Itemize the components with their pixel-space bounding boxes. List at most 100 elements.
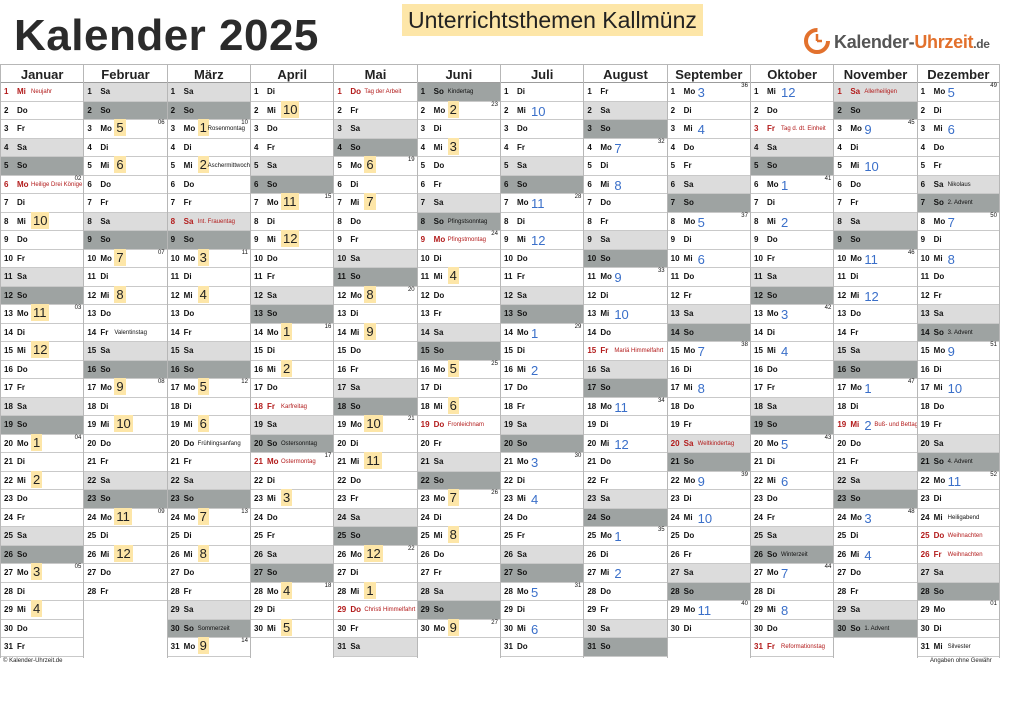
day-cell[interactable]: 5 Mo 6 19 — [334, 156, 417, 176]
day-cell[interactable]: 16 So — [84, 360, 167, 379]
day-cell[interactable]: 9 Sa — [584, 231, 667, 250]
day-cell[interactable]: 6 Sa Nikolaus — [917, 175, 999, 194]
day-cell[interactable]: 14 Di — [751, 324, 834, 342]
day-cell[interactable]: 15 Sa — [84, 342, 167, 361]
site-logo[interactable]: Kalender-Uhrzeit.de — [802, 22, 1002, 62]
day-cell[interactable]: 11 So — [334, 268, 417, 287]
day-cell[interactable]: 7 Di — [751, 194, 834, 213]
day-cell[interactable]: 17 Di — [417, 379, 500, 398]
day-cell[interactable]: 2 So — [84, 101, 167, 120]
day-cell[interactable]: 23 Sa — [584, 490, 667, 509]
day-cell[interactable]: 13 Mi 10 — [584, 305, 667, 324]
day-cell[interactable]: 12 Mi 8 — [84, 285, 167, 305]
day-cell[interactable]: 26 Mi 12 — [84, 544, 167, 564]
day-cell[interactable]: 3 Mo 1 Rosenmontag 10 — [167, 119, 250, 139]
day-cell[interactable]: 18 So — [334, 397, 417, 416]
day-cell[interactable]: 13 Do — [834, 305, 917, 324]
day-cell[interactable]: 3 Sa — [334, 120, 417, 139]
day-cell[interactable]: 22 Sa — [834, 471, 917, 490]
day-cell[interactable]: 14 So — [667, 323, 750, 342]
day-cell[interactable]: 29 Di — [251, 601, 334, 620]
day-cell[interactable]: 7 Sa — [417, 194, 500, 213]
day-cell[interactable]: 20 Do Frühlingsanfang — [167, 435, 250, 453]
day-cell[interactable]: 17 So — [584, 379, 667, 398]
day-cell[interactable]: 1 Mi 12 — [751, 83, 834, 102]
day-cell[interactable]: 12 Di — [584, 287, 667, 305]
day-cell[interactable]: 13 Fr — [417, 305, 500, 324]
day-cell[interactable]: 18 Di — [834, 398, 917, 416]
day-cell[interactable]: 5 Mi 10 — [834, 157, 917, 176]
day-cell[interactable]: 20 So Ostersonntag — [251, 434, 334, 453]
day-cell[interactable]: 29 Sa — [834, 601, 917, 620]
day-cell[interactable]: 28 So — [667, 582, 750, 601]
day-cell[interactable]: 12 So — [1, 286, 84, 305]
day-cell[interactable]: 14 So 3. Advent — [917, 323, 999, 342]
day-cell[interactable]: 15 Sa — [834, 342, 917, 361]
day-cell[interactable]: 29 Fr — [584, 601, 667, 620]
day-cell[interactable]: 17 Mo 1 47 — [834, 379, 917, 398]
day-cell[interactable]: 13 So — [501, 305, 584, 324]
day-cell[interactable]: 8 Mi 2 — [751, 213, 834, 231]
day-cell[interactable]: 26 So — [1, 545, 84, 564]
day-cell[interactable]: 1 Sa Allerheiligen — [834, 83, 917, 102]
day-cell[interactable]: 1 So Kindertag — [417, 83, 500, 102]
day-cell[interactable]: 30 Mo 9 27 — [417, 618, 500, 638]
day-cell[interactable]: 20 Di — [334, 435, 417, 453]
day-cell[interactable]: 9 Mi 12 — [251, 230, 334, 250]
day-cell[interactable]: 11 Di — [167, 268, 250, 287]
day-cell[interactable]: 9 So — [84, 231, 167, 250]
day-cell[interactable]: 4 Mo 7 32 — [584, 139, 667, 157]
day-cell[interactable]: 14 Di — [1, 324, 84, 342]
day-cell[interactable]: 21 Sa — [417, 453, 500, 472]
day-cell[interactable]: 26 Mi 4 — [834, 546, 917, 564]
day-cell[interactable]: 11 Do — [917, 268, 999, 287]
day-cell[interactable]: 4 Di — [84, 139, 167, 157]
day-cell[interactable]: 17 Mo 9 08 — [84, 378, 167, 398]
day-cell[interactable]: 17 Do — [251, 379, 334, 398]
day-cell[interactable]: 28 Mi 1 — [334, 581, 417, 601]
day-cell[interactable]: 20 So — [501, 434, 584, 453]
day-cell[interactable]: 5 Di — [584, 157, 667, 176]
day-cell[interactable]: 6 So — [501, 175, 584, 194]
day-cell[interactable]: 18 Fr — [501, 398, 584, 416]
day-cell[interactable]: 23 Di — [917, 490, 999, 509]
day-cell[interactable]: 25 Do Weihnachten — [917, 527, 999, 546]
day-cell[interactable]: 27 Mi 2 — [584, 564, 667, 583]
day-cell[interactable]: 24 Sa — [334, 508, 417, 527]
day-cell[interactable]: 2 Fr — [334, 102, 417, 120]
day-cell[interactable]: 17 Sa — [334, 379, 417, 398]
day-cell[interactable]: 15 Do — [334, 342, 417, 361]
day-cell[interactable]: 4 Sa — [1, 138, 84, 157]
day-cell[interactable]: 19 Fr — [667, 416, 750, 435]
day-cell[interactable]: 22 Di — [251, 472, 334, 490]
day-cell[interactable]: 14 Mo 1 16 — [251, 322, 334, 342]
day-cell[interactable]: 26 Mi 8 — [167, 544, 250, 564]
day-cell[interactable]: 29 Mo 01 — [917, 601, 999, 620]
day-cell[interactable]: 7 Mi 7 — [334, 193, 417, 213]
day-cell[interactable]: 9 Do — [1, 231, 84, 250]
day-cell[interactable]: 31 Fr — [1, 638, 84, 657]
day-cell[interactable]: 8 Mo 5 37 — [667, 213, 750, 231]
day-cell[interactable]: 27 Do — [834, 564, 917, 583]
day-cell[interactable]: 16 Mo 5 25 — [417, 359, 500, 379]
day-cell[interactable]: 16 So — [834, 360, 917, 379]
day-cell[interactable]: 13 Mo 3 42 — [751, 305, 834, 324]
day-cell[interactable]: 8 Sa — [84, 212, 167, 231]
day-cell[interactable]: 21 Fr — [834, 453, 917, 472]
day-cell[interactable]: 6 Do — [167, 176, 250, 194]
day-cell[interactable]: 18 Do — [917, 398, 999, 416]
day-cell[interactable]: 11 Mo 9 33 — [584, 268, 667, 287]
day-cell[interactable]: 22 So — [417, 471, 500, 490]
day-cell[interactable]: 26 Sa — [251, 545, 334, 564]
day-cell[interactable]: 18 Mi 6 — [417, 396, 500, 416]
day-cell[interactable]: 25 Di — [84, 527, 167, 546]
day-cell[interactable]: 15 So — [417, 342, 500, 361]
day-cell[interactable]: 26 Do — [417, 546, 500, 564]
day-cell[interactable]: 28 So — [917, 582, 999, 601]
day-cell[interactable]: 31 Do — [501, 638, 584, 657]
day-cell[interactable]: 1 Mo 3 36 — [667, 83, 750, 102]
day-cell[interactable]: 3 So — [584, 120, 667, 139]
day-cell[interactable]: 1 Di — [501, 83, 584, 102]
day-cell[interactable]: 14 Fr — [834, 324, 917, 342]
day-cell[interactable]: 11 Fr — [501, 268, 584, 287]
